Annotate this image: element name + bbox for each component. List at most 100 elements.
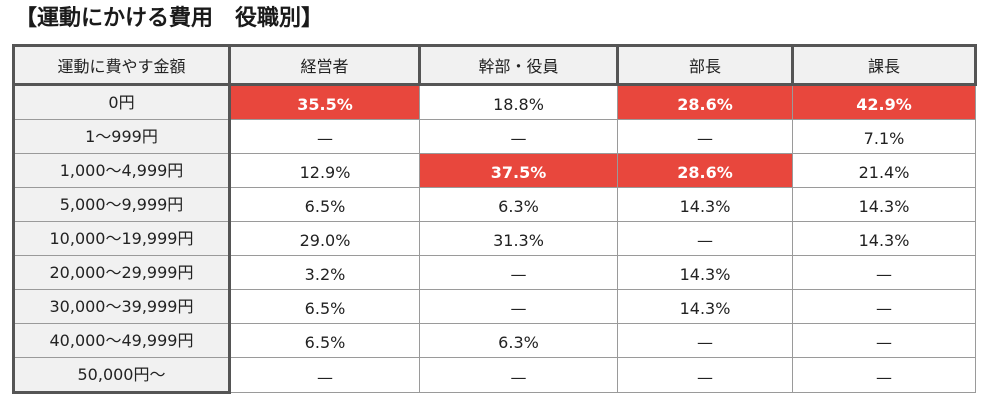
cell-value: 6.3%: [498, 333, 539, 352]
table-cell: 35.5%: [229, 84, 420, 120]
table-cell: 12.9%: [229, 153, 420, 188]
table-row: 20,000～29,999円 3.2% — 14.3% —: [12, 255, 976, 290]
table-cell: —: [792, 357, 976, 393]
table-cell: 14.3%: [617, 187, 793, 222]
table-row: 0円 35.5% 18.8% 28.6% 42.9%: [12, 83, 976, 120]
table-header: 運動に費やす金額 経営者 幹部・役員 部長 課長: [12, 44, 977, 86]
table-cell: 14.3%: [617, 255, 793, 290]
table-cell: —: [419, 119, 618, 154]
table-cell: 28.6%: [617, 84, 793, 120]
cell-value: —: [697, 129, 713, 148]
table-cell: 28.6%: [617, 153, 793, 188]
cell-value: 18.8%: [493, 95, 544, 114]
cell-value: —: [510, 299, 527, 318]
table-cell: 21.4%: [792, 153, 976, 188]
table-cell: —: [617, 357, 793, 393]
table-cell: 31.3%: [419, 221, 618, 256]
table-cell: —: [419, 255, 618, 290]
table-cell: —: [617, 119, 793, 154]
cell-value: —: [876, 367, 892, 387]
row-label: 1,000～4,999円: [12, 153, 231, 188]
table-row: 1～999円 — — — 7.1%: [12, 119, 976, 154]
table-cell: 6.5%: [229, 187, 420, 222]
cell-value: —: [876, 299, 892, 318]
cell-value: 14.3%: [679, 197, 731, 216]
cell-value: 14.3%: [858, 231, 910, 250]
cell-value: —: [510, 129, 527, 148]
table-cell: —: [617, 323, 793, 358]
table-row: 5,000～9,999円 6.5% 6.3% 14.3% 14.3%: [12, 187, 976, 222]
table-cell: —: [229, 119, 420, 154]
row-label: 1～999円: [12, 119, 231, 154]
cell-value: 7.1%: [863, 129, 905, 148]
column-header-executive: 経営者: [228, 44, 421, 86]
table-row: 40,000～49,999円 6.5% 6.3% — —: [12, 323, 976, 358]
cell-value: 6.5%: [304, 333, 346, 352]
cell-value: 35.5%: [297, 95, 353, 114]
cell-value: 6.3%: [498, 197, 539, 216]
cell-value: 3.2%: [304, 265, 346, 284]
column-header-amount: 運動に費やす金額: [12, 44, 231, 86]
table-cell: 6.5%: [229, 289, 420, 324]
cell-value: 31.3%: [493, 231, 544, 250]
cell-value: —: [697, 333, 713, 352]
cell-value: 29.0%: [299, 231, 351, 250]
table-cell: 14.3%: [792, 187, 976, 222]
table-cell: 42.9%: [792, 84, 976, 120]
cell-value: 12.9%: [299, 163, 351, 182]
column-header-department-manager: 部長: [616, 44, 794, 86]
table-cell: —: [792, 323, 976, 358]
row-label: 5,000～9,999円: [12, 187, 231, 222]
cell-value: 28.6%: [677, 95, 733, 114]
table-cell: 14.3%: [792, 221, 976, 256]
table-cell: 6.5%: [229, 323, 420, 358]
table-cell: 7.1%: [792, 119, 976, 154]
table-cell: —: [792, 255, 976, 290]
table-body: 0円 35.5% 18.8% 28.6% 42.9% 1～999円 — — — …: [12, 83, 976, 394]
table-row: 1,000～4,999円 12.9% 37.5% 28.6% 21.4%: [12, 153, 976, 188]
expense-by-position-table: 運動に費やす金額 経営者 幹部・役員 部長 課長 0円 35.5% 18.8% …: [12, 44, 977, 394]
cell-value: —: [876, 265, 892, 284]
table-cell: —: [419, 289, 618, 324]
column-header-section-manager: 課長: [791, 44, 977, 86]
cell-value: —: [697, 231, 713, 250]
cell-value: —: [510, 265, 527, 284]
table-cell: 3.2%: [229, 255, 420, 290]
row-label: 20,000～29,999円: [12, 255, 231, 290]
cell-value: —: [317, 367, 333, 387]
page-title: 【運動にかける費用 役職別】: [15, 6, 324, 31]
table-cell: —: [792, 289, 976, 324]
cell-value: —: [697, 367, 713, 387]
table-cell: —: [419, 357, 618, 393]
header-row: 運動に費やす金額 経営者 幹部・役員 部長 課長: [12, 44, 977, 86]
column-header-officer: 幹部・役員: [418, 44, 619, 86]
table-cell: 6.3%: [419, 187, 618, 222]
table-cell: 14.3%: [617, 289, 793, 324]
cell-value: 21.4%: [858, 163, 910, 182]
row-label: 50,000円～: [12, 357, 231, 394]
cell-value: 6.5%: [304, 299, 346, 318]
cell-value: 42.9%: [856, 95, 912, 114]
row-label: 40,000～49,999円: [12, 323, 231, 358]
table-row: 30,000～39,999円 6.5% — 14.3% —: [12, 289, 976, 324]
cell-value: 37.5%: [490, 163, 547, 182]
table-cell: 18.8%: [419, 84, 618, 120]
row-label: 10,000～19,999円: [12, 221, 231, 256]
table-cell: 37.5%: [419, 153, 618, 188]
table-row: 50,000円～ — — — —: [12, 357, 976, 394]
table-cell: —: [617, 221, 793, 256]
table-cell: 6.3%: [419, 323, 618, 358]
cell-value: —: [317, 129, 333, 148]
row-label: 0円: [12, 83, 231, 120]
cell-value: —: [510, 367, 527, 387]
cell-value: 14.3%: [858, 197, 910, 216]
cell-value: 6.5%: [304, 197, 346, 216]
cell-value: 14.3%: [679, 265, 731, 284]
cell-value: 14.3%: [679, 299, 731, 318]
table-row: 10,000～19,999円 29.0% 31.3% — 14.3%: [12, 221, 976, 256]
expense-table-container: 運動に費やす金額 経営者 幹部・役員 部長 課長 0円 35.5% 18.8% …: [12, 44, 977, 394]
cell-value: —: [876, 333, 892, 352]
cell-value: 28.6%: [677, 163, 733, 182]
table-cell: —: [229, 357, 420, 393]
